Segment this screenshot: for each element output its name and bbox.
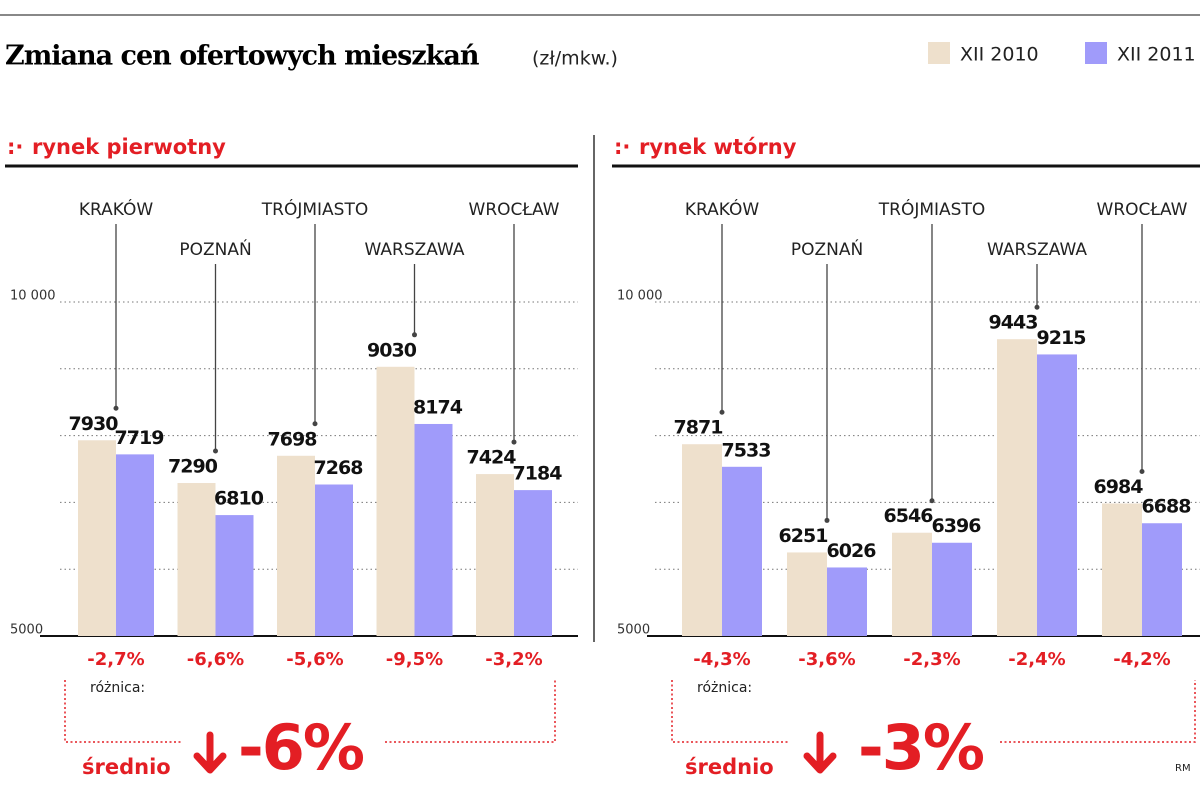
change-label: -3,2% <box>485 649 542 670</box>
bar <box>932 542 972 636</box>
bracket <box>64 680 183 743</box>
average-label: średnio <box>685 755 774 779</box>
legend-label: XII 2010 <box>960 44 1039 66</box>
bracket <box>1000 680 1196 743</box>
bracket <box>385 680 556 743</box>
legend-swatch <box>1085 42 1107 64</box>
unit: (zł/mkw.) <box>532 48 618 70</box>
leader-dot <box>213 448 218 454</box>
down-arrow <box>193 731 227 774</box>
category-label: KRAKÓW <box>79 198 153 220</box>
y-tick-label: 10 000 <box>617 289 663 304</box>
y-tick-label: 10 000 <box>10 289 56 304</box>
value-label: 7698 <box>268 428 318 450</box>
legend-label: XII 2011 <box>1117 44 1196 66</box>
bar <box>215 515 254 636</box>
value-label: 8174 <box>413 396 463 418</box>
average-value: -6% <box>238 711 364 784</box>
chart-title: Zmiana cen ofertowych mieszkań <box>5 41 480 72</box>
value-label: 7719 <box>115 427 164 449</box>
change-label: -4,2% <box>1113 649 1170 670</box>
bar <box>827 567 867 636</box>
change-label: -3,6% <box>798 649 855 670</box>
category-label: POZNAŃ <box>791 238 863 260</box>
average-value: -3% <box>858 711 984 784</box>
category-label: POZNAŃ <box>179 238 251 260</box>
category-label: WARSZAWA <box>365 240 465 260</box>
bar <box>315 484 353 636</box>
difference-label: różnica: <box>90 680 145 696</box>
change-label: -2,7% <box>87 649 144 670</box>
bar <box>177 483 216 636</box>
change-label: -9,5% <box>386 649 443 670</box>
value-label: 9443 <box>989 312 1038 334</box>
value-label: 6688 <box>1142 496 1192 518</box>
bracket <box>671 680 790 743</box>
bar <box>682 444 722 636</box>
leader-dot <box>412 332 417 338</box>
panel-icon: :· <box>7 135 23 159</box>
value-label: 6251 <box>779 525 828 547</box>
bar <box>414 423 453 636</box>
value-label: 9030 <box>367 339 417 361</box>
bar <box>514 490 552 636</box>
value-label: 7871 <box>674 417 723 439</box>
change-label: -5,6% <box>286 649 343 670</box>
value-label: 6546 <box>884 505 934 527</box>
leader-dot <box>719 409 725 415</box>
y-tick-label: 5000 <box>10 623 43 638</box>
bar <box>892 532 932 636</box>
panel-title: rynek wtórny <box>639 135 797 159</box>
change-label: -6,6% <box>187 649 244 670</box>
value-label: 7930 <box>69 413 119 435</box>
leader-dot <box>929 498 935 504</box>
category-label: KRAKÓW <box>685 198 759 220</box>
category-label: WROCŁAW <box>469 200 560 220</box>
leader-dot <box>312 421 318 427</box>
value-label: 6984 <box>1094 476 1144 498</box>
leader-dot <box>1034 304 1040 310</box>
bar <box>1037 354 1077 636</box>
leader-dot <box>511 439 517 445</box>
change-label: -4,3% <box>693 649 750 670</box>
panel-title: rynek pierwotny <box>32 135 226 159</box>
bar <box>376 366 415 636</box>
category-label: WROCŁAW <box>1097 200 1188 220</box>
value-label: 7424 <box>467 447 517 469</box>
category-label: TRÓJMIASTO <box>878 198 985 220</box>
value-label: 7290 <box>168 456 218 478</box>
bar <box>476 474 514 636</box>
legend-swatch <box>928 42 950 64</box>
value-label: 6026 <box>827 540 877 562</box>
bar <box>722 466 762 636</box>
bar <box>997 339 1037 636</box>
bar <box>277 455 315 636</box>
bar <box>1102 503 1142 636</box>
difference-label: różnica: <box>697 680 752 696</box>
credit: RM <box>1175 763 1191 774</box>
category-label: WARSZAWA <box>987 240 1087 260</box>
value-label: 7533 <box>722 439 771 461</box>
y-tick-label: 5000 <box>617 623 650 638</box>
leader-dot <box>1139 468 1145 474</box>
value-label: 6810 <box>214 488 264 510</box>
value-label: 6396 <box>932 515 982 537</box>
bar <box>1142 523 1182 636</box>
value-label: 7268 <box>314 457 364 479</box>
bar <box>116 454 154 636</box>
panel-icon: :· <box>614 135 630 159</box>
leader-dot <box>824 517 830 523</box>
bar <box>787 552 827 636</box>
down-arrow <box>803 731 837 774</box>
value-label: 9215 <box>1037 327 1086 349</box>
bar <box>78 440 116 636</box>
value-label: 7184 <box>513 463 563 485</box>
change-label: -2,3% <box>903 649 960 670</box>
category-label: TRÓJMIASTO <box>261 198 368 220</box>
leader-dot <box>113 405 119 411</box>
average-label: średnio <box>82 755 171 779</box>
change-label: -2,4% <box>1008 649 1065 670</box>
